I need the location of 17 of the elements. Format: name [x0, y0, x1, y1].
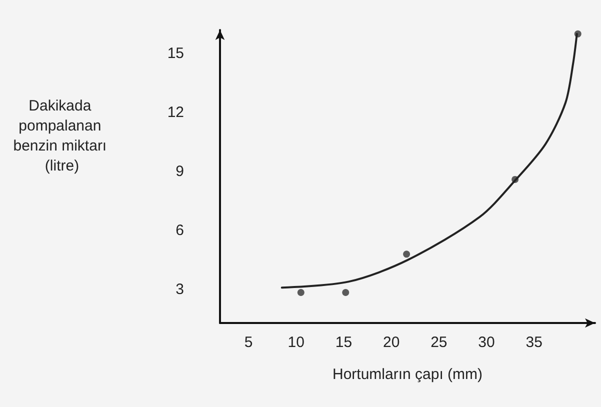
x-axis-title: Hortumların çapı (mm) [332, 366, 483, 383]
y-tick-label: 15 [167, 45, 184, 62]
x-tick-label: 15 [335, 334, 352, 351]
y-axis-title: Dakikada pompalanan benzin miktarı (litre) [13, 98, 111, 174]
point [297, 289, 304, 296]
x-tick-label: 20 [382, 334, 400, 351]
x-tick-label: 25 [430, 334, 448, 351]
x-tick-label: 35 [526, 334, 542, 351]
y-tick-label: 3 [176, 281, 184, 298]
y-tick-label: 12 [167, 104, 184, 122]
x-tick-label: 10 [288, 334, 304, 351]
point [403, 250, 410, 258]
y-tick-label: 9 [176, 163, 184, 180]
point [342, 289, 350, 296]
x-tick-label: 30 [478, 334, 495, 351]
x-tick-label: 5 [244, 334, 253, 351]
y-tick-label: 6 [176, 222, 184, 240]
